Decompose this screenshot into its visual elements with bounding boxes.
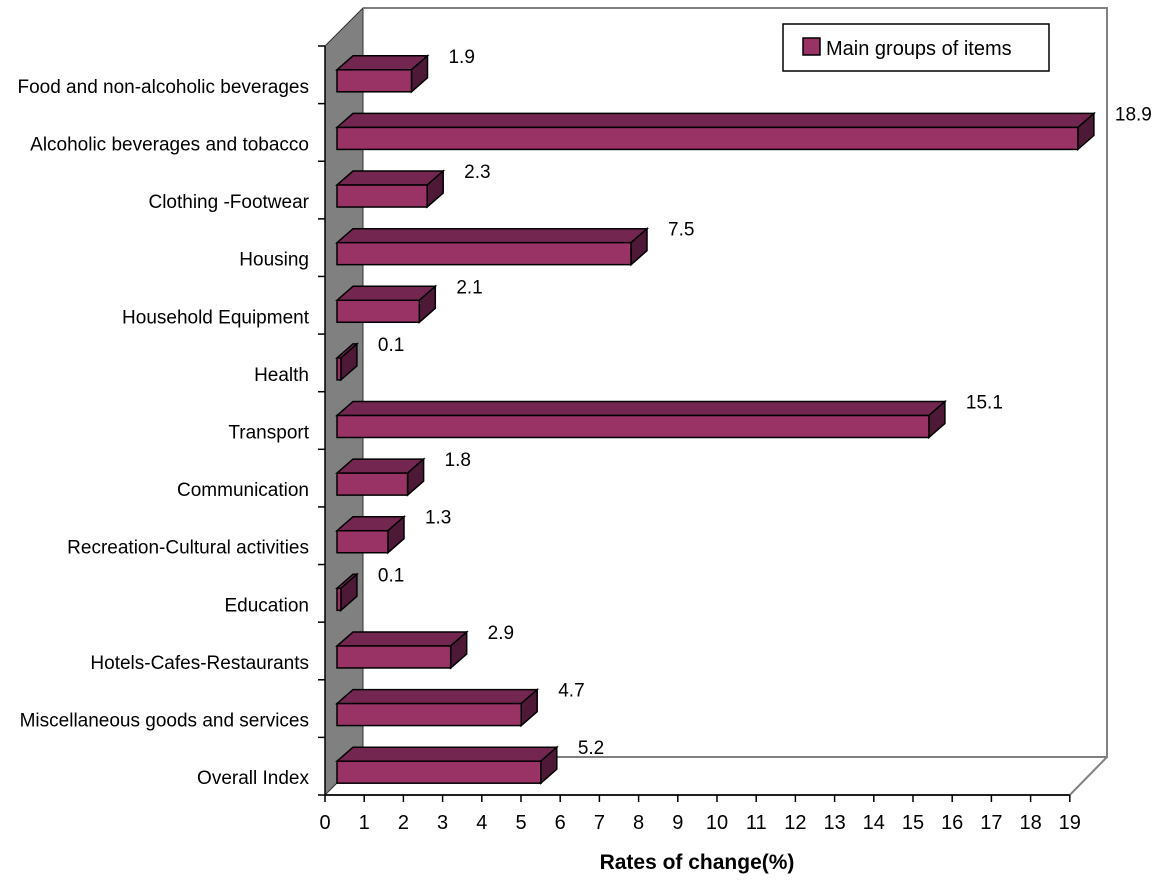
- bar-front-face: [336, 529, 389, 554]
- back-wall-frame: [363, 7, 1108, 758]
- bar-front-face: [336, 241, 632, 266]
- data-label: 2.1: [456, 277, 482, 298]
- x-axis-title: Rates of change(%): [600, 851, 795, 874]
- data-labels: 1.9 18.9 2.3 7.5 2.1 0.1 15.1 1.8 1.3 0.1 2.9 4.7 5.…: [378, 47, 1152, 759]
- x-tick-label: 3: [437, 812, 448, 834]
- x-tick-label: 8: [633, 812, 644, 834]
- legend-label: Main groups of items: [826, 38, 1012, 60]
- data-label: 4.7: [558, 681, 584, 702]
- bar-front-face: [336, 702, 522, 727]
- bar-top-face: [335, 631, 469, 647]
- bar-series: [335, 54, 1096, 785]
- data-label: 2.3: [464, 162, 490, 183]
- category-label: Miscellaneous goods and services: [20, 711, 309, 732]
- category-label: Hotels-Cafes-Restaurants: [90, 653, 309, 674]
- bar-front-face: [336, 299, 421, 324]
- category-label: Recreation-Cultural activities: [67, 538, 309, 559]
- x-tick-label: 4: [476, 812, 487, 834]
- category-label: Education: [224, 595, 309, 616]
- x-tick-label: 7: [594, 812, 605, 834]
- category-label: Household Equipment: [122, 307, 310, 328]
- category-label: Health: [254, 365, 309, 386]
- category-label: Communication: [177, 480, 309, 501]
- category-axis: Food and non-alcoholic beverages Alcoholi…: [17, 45, 326, 796]
- x-tick-label: 16: [941, 812, 963, 834]
- legend-box: [782, 23, 1050, 72]
- category-label: Housing: [239, 250, 309, 271]
- bar: [335, 572, 359, 612]
- bar-front-face: [336, 587, 342, 612]
- legend: Main groups of items: [782, 23, 1050, 72]
- bar-front-face: [336, 645, 452, 669]
- x-tick-label: 0: [319, 812, 330, 834]
- data-label: 7.5: [668, 220, 694, 241]
- data-label: 1.3: [425, 508, 451, 529]
- data-label: 1.9: [448, 47, 474, 68]
- bar: [335, 687, 540, 728]
- bar-top-face: [335, 746, 559, 762]
- data-label: 0.1: [378, 565, 404, 586]
- bar: [335, 169, 446, 209]
- x-tick-label: 13: [823, 812, 845, 834]
- x-axis: 0 1 2 3 4 5 6 7 8 9 10 11 12 13 14 15 16 17 18 19: [319, 794, 1081, 834]
- data-label: 2.9: [488, 623, 514, 644]
- bar: [335, 515, 406, 555]
- bar-top-face: [335, 285, 438, 302]
- bar: [335, 745, 559, 785]
- data-label: 1.8: [445, 450, 471, 471]
- bar-top-face: [335, 400, 947, 417]
- bar: [335, 342, 359, 382]
- bar-top-face: [335, 227, 649, 244]
- bar-front-face: [336, 184, 428, 208]
- category-label: Clothing -Footwear: [148, 192, 309, 213]
- x-tick-label: 1: [359, 812, 370, 834]
- bar-front-face: [336, 357, 342, 381]
- x-tick-label: 10: [706, 812, 728, 834]
- bar: [335, 54, 430, 94]
- bar-front-face: [336, 69, 413, 93]
- x-tick-label: 12: [784, 812, 806, 834]
- category-label: Alcoholic beverages and tobacco: [30, 134, 309, 155]
- bar-front-face: [336, 126, 1079, 151]
- x-tick-label: 15: [902, 812, 924, 834]
- bar-top-face: [335, 112, 1096, 129]
- x-tick-label: 5: [515, 812, 526, 834]
- legend-swatch: [802, 37, 821, 56]
- bar: [335, 284, 438, 324]
- bar: [335, 111, 1096, 152]
- x-tick-label: 18: [1019, 812, 1041, 834]
- x-tick-label: 2: [398, 812, 409, 834]
- bar: [335, 399, 947, 440]
- bar-front-face: [336, 414, 930, 439]
- category-label: Transport: [228, 423, 309, 444]
- bar: [335, 457, 426, 497]
- x-tick-label: 6: [555, 812, 566, 834]
- bar: [335, 630, 469, 670]
- data-label: 15.1: [966, 393, 1003, 414]
- data-label: 0.1: [378, 335, 404, 356]
- bar: [335, 227, 649, 267]
- category-label: Food and non-alcoholic beverages: [17, 77, 309, 98]
- bar-front-face: [336, 760, 542, 784]
- x-tick-label: 19: [1059, 812, 1081, 834]
- data-label: 18.9: [1115, 104, 1152, 125]
- x-tick-label: 14: [863, 812, 885, 834]
- x-tick-label: 17: [980, 812, 1002, 834]
- bar-front-face: [336, 472, 409, 496]
- x-tick-label: 11: [746, 812, 767, 834]
- x-tick-label: 9: [672, 812, 683, 834]
- category-label: Overall Index: [197, 768, 309, 789]
- data-label: 5.2: [578, 738, 604, 759]
- bar-top-face: [335, 688, 540, 705]
- bar-top-face: [335, 170, 446, 186]
